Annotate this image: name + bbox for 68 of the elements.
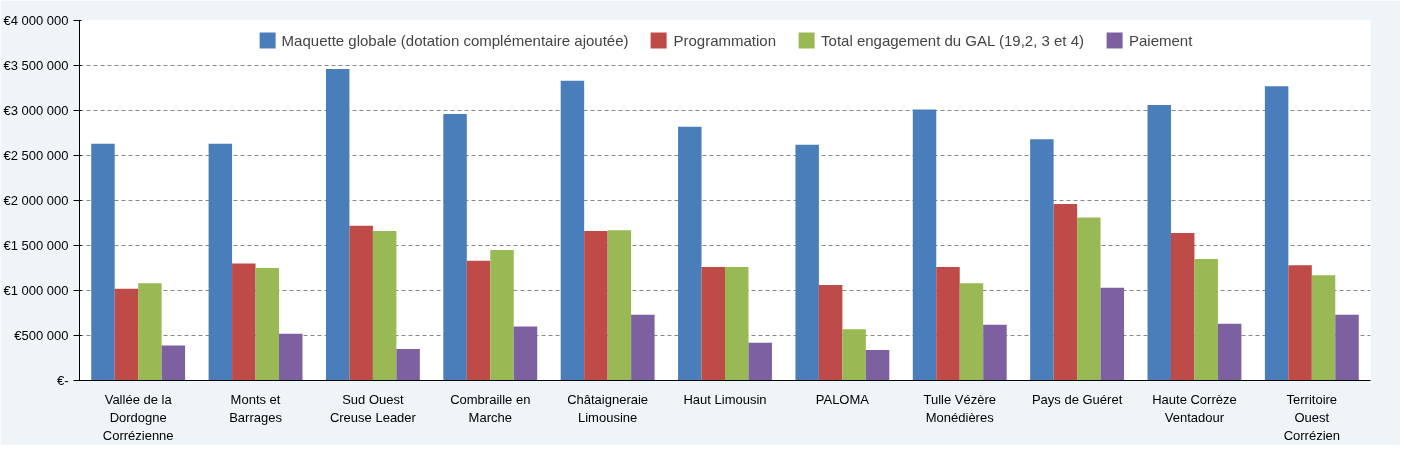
bar	[983, 324, 1007, 381]
bar	[1053, 204, 1078, 381]
bar	[138, 283, 162, 381]
y-tick-label: €3 500 000	[3, 58, 69, 73]
bar	[1030, 139, 1054, 381]
bar	[208, 143, 233, 381]
x-tick-label: Territoire Ouest Corrézien	[1283, 391, 1340, 443]
bar	[255, 268, 280, 381]
bar	[91, 143, 115, 381]
bar	[161, 345, 186, 381]
bar	[1311, 275, 1336, 381]
x-tick-label: Haut Limousin	[683, 391, 767, 407]
x-tick-label: PALOMA	[815, 391, 870, 407]
bar	[1077, 217, 1101, 381]
bar	[1194, 259, 1218, 381]
bar	[818, 285, 843, 381]
bar	[959, 283, 984, 381]
bar	[865, 349, 890, 381]
bar	[279, 333, 303, 381]
y-tick-label: €4 000 000	[3, 13, 69, 28]
bar	[607, 230, 632, 381]
legend-label: Programmation	[673, 31, 777, 49]
bar	[232, 263, 256, 381]
bar	[795, 144, 819, 381]
bar	[936, 267, 960, 381]
legend-label: Paiement	[1129, 31, 1193, 49]
bar	[325, 69, 350, 381]
bar	[466, 260, 491, 381]
bar	[443, 114, 467, 381]
bar	[842, 329, 866, 381]
bar	[1217, 323, 1242, 381]
bar	[490, 250, 514, 381]
y-tick-label: €500 000	[14, 328, 69, 343]
bar	[372, 231, 397, 381]
x-tick-label: Sud Ouest Creuse Leader	[329, 391, 417, 425]
x-tick-label: Tulle Vézère Monédières	[923, 391, 996, 425]
bar	[560, 80, 585, 381]
bar	[748, 342, 772, 381]
bar	[912, 109, 937, 381]
bar	[1335, 314, 1359, 381]
x-tick-label: Monts et Barrages	[229, 391, 283, 425]
y-tick-label: €-	[56, 373, 69, 388]
bar	[725, 267, 749, 381]
bar	[114, 288, 139, 381]
bar	[1147, 105, 1171, 381]
x-tick-label: Haute Corrèze Ventadour	[1152, 391, 1237, 425]
x-tick-label: Pays de Guéret	[1031, 391, 1123, 407]
bar	[1264, 86, 1289, 381]
y-tick-label: €1 000 000	[3, 283, 69, 298]
y-tick-label: €3 000 000	[3, 103, 69, 118]
bar	[678, 126, 702, 381]
y-tick-label: €1 500 000	[3, 238, 69, 253]
bar	[396, 349, 420, 381]
bar	[1288, 265, 1312, 381]
bar	[1170, 232, 1195, 381]
bar	[701, 267, 725, 381]
bar	[1100, 287, 1125, 381]
y-tick-label: €2 500 000	[3, 148, 69, 163]
y-tick-label: €2 000 000	[3, 193, 69, 208]
x-tick-label: Combraille en Marche	[450, 391, 531, 425]
x-tick-label: Vallée de la Dordogne Corrézienne	[102, 391, 174, 443]
bar	[631, 314, 655, 381]
bar	[513, 326, 538, 381]
bar	[349, 225, 373, 381]
legend-label: Total engagement du GAL (19,2, 3 et 4)	[821, 31, 1085, 49]
x-tick-label: Châtaigneraie Limousine	[567, 391, 649, 425]
legend-label: Maquette globale (dotation complémentaire ajoutée)	[281, 31, 629, 49]
bar	[584, 231, 608, 381]
